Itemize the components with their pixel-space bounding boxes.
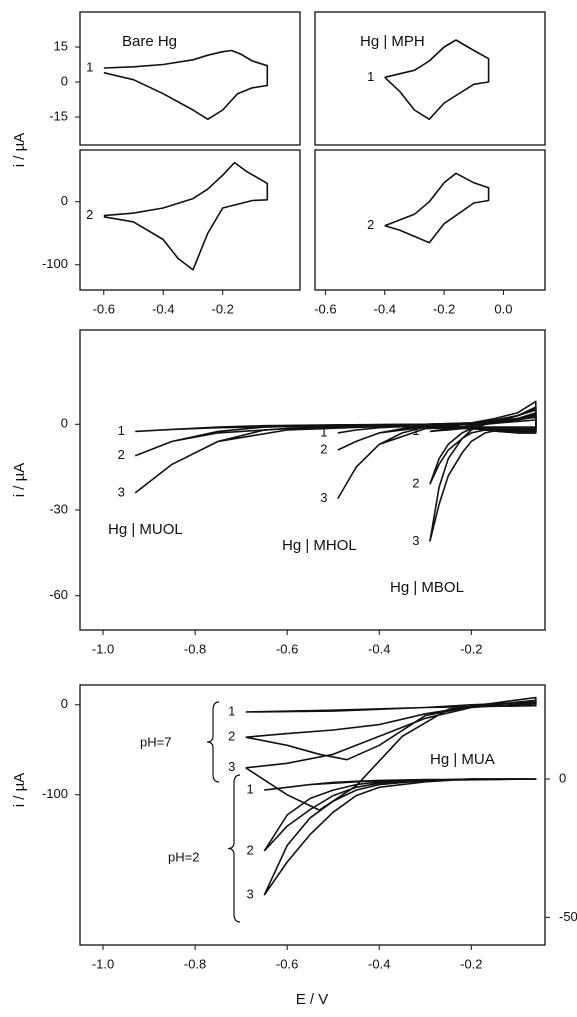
curve-label: 3 bbox=[412, 533, 419, 548]
cv-curve bbox=[103, 161, 269, 271]
x-tick-label: -0.6 bbox=[276, 641, 298, 656]
x-tick-label: -1.0 bbox=[92, 956, 114, 971]
cv-curve bbox=[134, 400, 537, 494]
y-tick-label: -100 bbox=[42, 256, 68, 271]
y-tick-label: 0 bbox=[61, 416, 68, 431]
cv-curve bbox=[337, 406, 537, 500]
curve-label: 3 bbox=[228, 759, 235, 774]
cv-curve bbox=[384, 39, 490, 121]
x-tick-label: 0.0 bbox=[494, 301, 512, 316]
cv-curve bbox=[337, 416, 537, 434]
x-tick-label: -0.4 bbox=[374, 301, 396, 316]
group-label: pH=2 bbox=[168, 849, 199, 864]
plot-frame bbox=[314, 149, 546, 291]
x-tick-label: -0.2 bbox=[460, 956, 482, 971]
panel-label: Hg | MUA bbox=[430, 751, 495, 768]
y2-tick-label: 0 bbox=[559, 770, 566, 785]
curve-label: 2 bbox=[412, 476, 419, 491]
curve-label: 2 bbox=[247, 842, 254, 857]
panel-label: Bare Hg bbox=[122, 33, 177, 50]
curve-label: 1 bbox=[228, 703, 235, 718]
y2-tick-label: -50 bbox=[559, 909, 577, 924]
y-tick-label: 0 bbox=[61, 73, 68, 88]
panel-label: Hg | MPH bbox=[360, 33, 425, 50]
curve-label: 1 bbox=[320, 424, 327, 439]
plot-frame bbox=[314, 11, 546, 146]
curve-label: 1 bbox=[247, 782, 254, 797]
x-tick-label: -0.6 bbox=[314, 301, 336, 316]
x-tick-label: -0.2 bbox=[433, 301, 455, 316]
curve-label: 3 bbox=[247, 887, 254, 902]
cv-curve bbox=[384, 172, 490, 244]
group-label: Hg | MUOL bbox=[108, 521, 183, 538]
x-tick-label: -1.0 bbox=[92, 641, 114, 656]
curve-label: 3 bbox=[118, 484, 125, 499]
curve-label: 1 bbox=[86, 59, 93, 74]
group-label: Hg | MBOL bbox=[390, 579, 464, 596]
x-tick-label: -0.8 bbox=[184, 956, 206, 971]
y-tick-label: -15 bbox=[49, 108, 68, 123]
group-label: pH=7 bbox=[140, 734, 171, 749]
y-tick-label: 15 bbox=[54, 38, 68, 53]
x-tick-label: -0.6 bbox=[276, 956, 298, 971]
group-label: Hg | MHOL bbox=[282, 537, 357, 554]
x-tick-label: -0.2 bbox=[460, 641, 482, 656]
cv-curve bbox=[429, 409, 537, 542]
curve-label: 2 bbox=[86, 207, 93, 222]
y-tick-label: -30 bbox=[49, 501, 68, 516]
x-tick-label: -0.6 bbox=[93, 301, 115, 316]
y-tick-label: 0 bbox=[61, 696, 68, 711]
curve-label: 2 bbox=[118, 447, 125, 462]
brace bbox=[227, 774, 241, 923]
x-tick-label: -0.4 bbox=[368, 641, 390, 656]
curve-label: 1 bbox=[367, 69, 374, 84]
x-tick-label: -0.4 bbox=[368, 956, 390, 971]
plot-frame bbox=[79, 149, 301, 291]
curve-label: 2 bbox=[228, 729, 235, 744]
curve-label: 2 bbox=[320, 441, 327, 456]
cv-curve bbox=[263, 778, 537, 896]
y-axis-label: i / µA bbox=[11, 133, 28, 167]
y-tick-label: -100 bbox=[42, 786, 68, 801]
cv-curve bbox=[103, 49, 269, 121]
x-tick-label: -0.4 bbox=[152, 301, 174, 316]
x-tick-label: -0.2 bbox=[211, 301, 233, 316]
curve-label: 3 bbox=[320, 490, 327, 505]
y-axis-label: i / µA bbox=[11, 463, 28, 497]
plot-frame bbox=[79, 684, 546, 946]
curve-label: 1 bbox=[118, 423, 125, 438]
curve-label: 1 bbox=[412, 423, 419, 438]
y-tick-label: -60 bbox=[49, 587, 68, 602]
x-tick-label: -0.8 bbox=[184, 641, 206, 656]
curve-label: 2 bbox=[367, 217, 374, 232]
x-axis-label: E / V bbox=[296, 991, 329, 1008]
cv-curve bbox=[337, 412, 537, 451]
plot-frame bbox=[79, 11, 301, 146]
y-tick-label: 0 bbox=[61, 193, 68, 208]
plot-frame bbox=[79, 329, 546, 631]
brace bbox=[206, 701, 220, 783]
y-axis-label: i / µA bbox=[11, 773, 28, 807]
